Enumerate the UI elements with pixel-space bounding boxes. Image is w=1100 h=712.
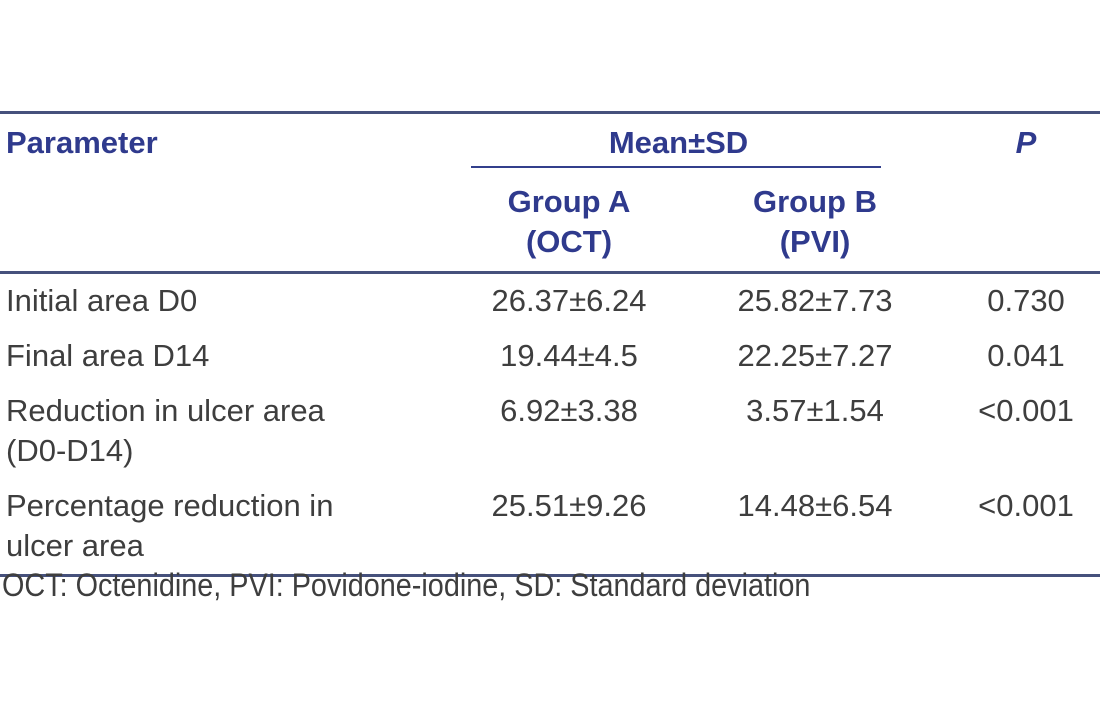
- column-header-p-value: P: [1015, 125, 1037, 160]
- table-body: Initial area D0 26.37±6.24 25.82±7.73 0.…: [0, 271, 1100, 576]
- p-value-cell: <0.001: [978, 393, 1074, 428]
- parameter-cell: Initial area D0: [0, 271, 460, 329]
- results-table: Parameter Mean±SD P Group A (OCT) Group …: [0, 111, 1100, 577]
- mean-sd-underline: [471, 166, 882, 168]
- column-header-parameter: Parameter: [6, 125, 158, 160]
- table-header: Parameter Mean±SD P Group A (OCT) Group …: [0, 113, 1100, 273]
- table-row: Percentage reduction in ulcer area 25.51…: [0, 479, 1100, 576]
- p-value-cell: <0.001: [978, 488, 1074, 523]
- parameter-cell: Percentage reduction in ulcer area: [6, 488, 334, 563]
- group-b-value-cell: 14.48±6.54: [737, 488, 893, 523]
- group-a-value-cell: 19.44±4.5: [500, 338, 638, 373]
- group-a-value-cell: 26.37±6.24: [460, 271, 678, 329]
- parameter-cell: Final area D14: [6, 338, 210, 373]
- header-row-2: Group A (OCT) Group B (PVI): [0, 169, 1100, 273]
- mean-sd-label: Mean±SD: [608, 125, 749, 160]
- p-value-cell: 0.041: [987, 338, 1065, 373]
- p-value-cell: 0.730: [952, 271, 1100, 329]
- parameter-cell: Reduction in ulcer area (D0-D14): [6, 393, 325, 468]
- table-row: Final area D14 19.44±4.5 22.25±7.27 0.04…: [0, 329, 1100, 384]
- column-header-mean-sd: Mean±SD: [460, 113, 952, 170]
- header-row-1: Parameter Mean±SD P: [0, 113, 1100, 170]
- column-header-group-b: Group B (PVI): [753, 184, 877, 259]
- table-row: Initial area D0 26.37±6.24 25.82±7.73 0.…: [0, 271, 1100, 329]
- group-b-value-cell: 25.82±7.73: [678, 271, 953, 329]
- group-b-value-cell: 22.25±7.27: [737, 338, 893, 373]
- group-a-value-cell: 25.51±9.26: [491, 488, 647, 523]
- group-b-value-cell: 3.57±1.54: [746, 393, 884, 428]
- group-a-value-cell: 6.92±3.38: [500, 393, 638, 428]
- column-header-group-a: Group A (OCT): [507, 184, 631, 259]
- table-row: Reduction in ulcer area (D0-D14) 6.92±3.…: [0, 384, 1100, 479]
- table-footnote: OCT: Octenidine, PVI: Povidone-iodine, S…: [2, 567, 811, 603]
